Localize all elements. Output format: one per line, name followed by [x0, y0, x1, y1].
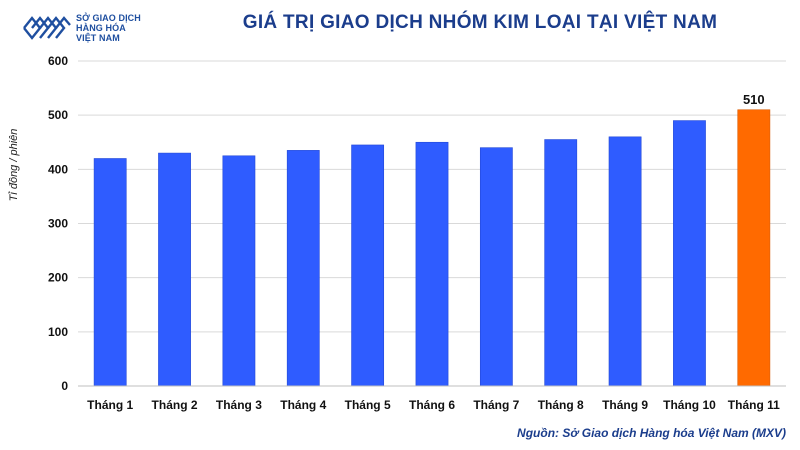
bar	[608, 136, 642, 387]
x-tick-label: Tháng 10	[663, 398, 716, 412]
bar	[222, 155, 256, 387]
mxv-chevron-logo-icon	[23, 16, 71, 40]
bar	[286, 150, 320, 387]
y-tick-label: 100	[48, 325, 68, 339]
bar	[544, 139, 578, 387]
y-tick-label: 600	[48, 54, 68, 68]
x-tick-label: Tháng 3	[216, 398, 262, 412]
x-tick-label: Tháng 5	[345, 398, 391, 412]
bar	[158, 152, 191, 387]
logo: SỞ GIAO DỊCH HÀNG HÓA VIỆT NAM	[22, 8, 182, 48]
x-tick-label: Tháng 11	[728, 398, 780, 412]
bar	[479, 147, 513, 387]
x-tick-label: Tháng 8	[538, 398, 584, 412]
logo-line-2: HÀNG HÓA	[76, 23, 126, 33]
x-tick-label: Tháng 7	[473, 398, 519, 412]
y-tick-label: 400	[48, 162, 68, 176]
x-tick-label: Tháng 9	[602, 398, 648, 412]
y-tick-label: 0	[61, 379, 68, 393]
y-tick-label: 500	[48, 108, 68, 122]
logo-line-3: VIỆT NAM	[76, 33, 120, 43]
source-note: Nguồn: Sở Giao dịch Hàng hóa Việt Nam (M…	[517, 426, 786, 440]
x-tick-label: Tháng 4	[280, 398, 326, 412]
bar	[351, 144, 385, 387]
y-tick-label: 200	[48, 271, 68, 285]
x-tick-label: Tháng 1	[87, 398, 133, 412]
bar	[415, 141, 449, 387]
logo-line-1: SỞ GIAO DỊCH	[76, 13, 141, 23]
bar	[93, 158, 127, 387]
x-tick-label: Tháng 6	[409, 398, 455, 412]
x-tick-label: Tháng 2	[152, 398, 198, 412]
y-tick-label: 300	[48, 217, 68, 231]
bar	[673, 120, 706, 387]
logo-text: SỞ GIAO DỊCH HÀNG HÓA VIỆT NAM	[76, 13, 141, 43]
data-label: 510	[743, 92, 765, 107]
bar	[737, 109, 771, 387]
chart-title: GIÁ TRỊ GIAO DỊCH NHÓM KIM LOẠI TẠI VIỆT…	[242, 12, 718, 33]
